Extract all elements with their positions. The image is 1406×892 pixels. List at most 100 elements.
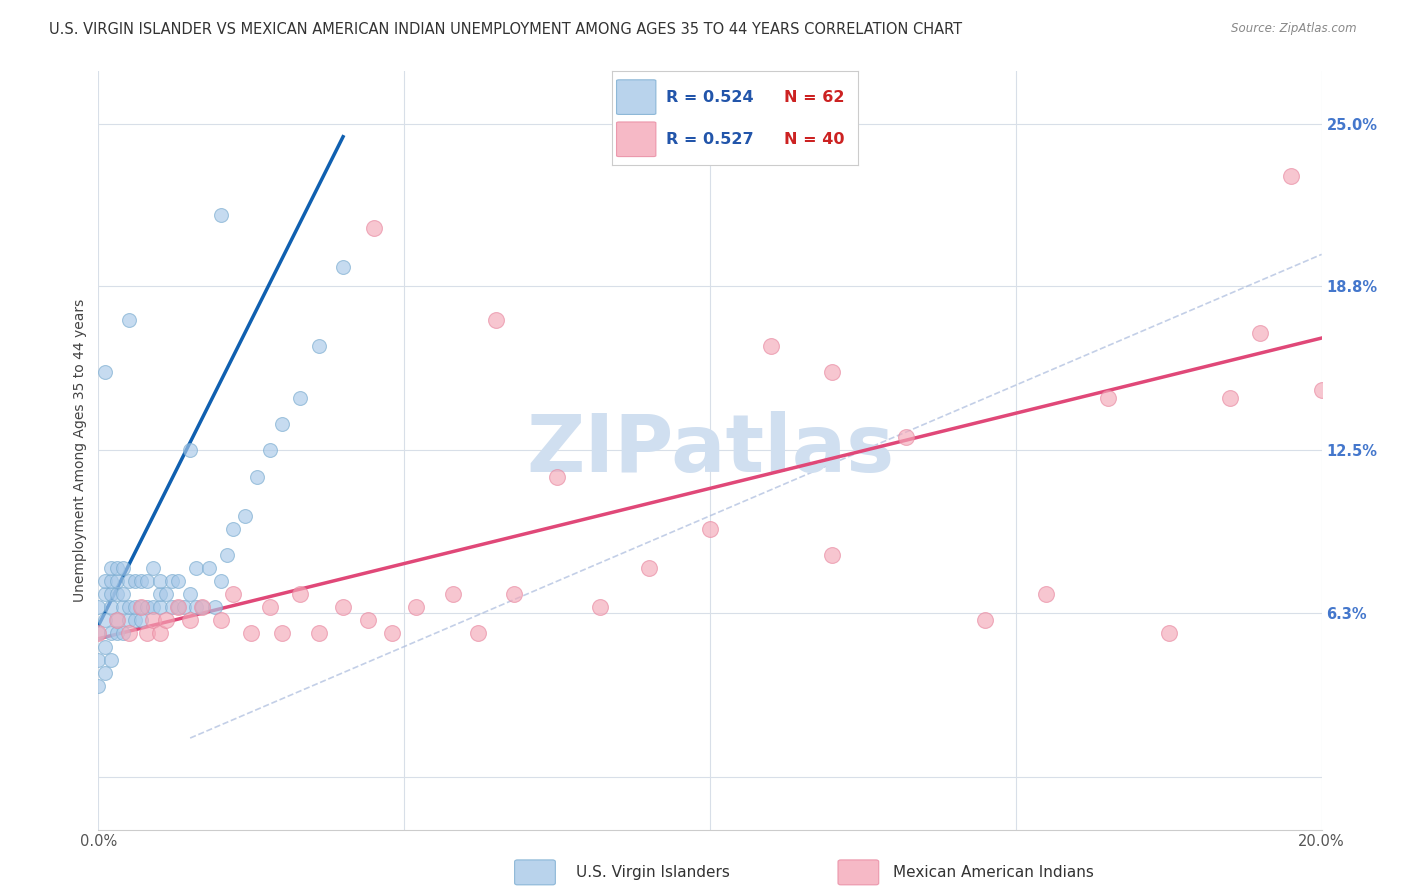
Point [270,417,292,432]
Point [105,614,128,628]
Point [240,626,263,640]
Point [118,574,141,589]
Point [270,626,292,640]
Point [93,365,115,379]
Point [160,574,183,589]
Point [1249,326,1271,340]
Point [142,614,165,628]
Point [100,561,122,575]
Point [332,600,354,615]
Point [209,574,232,589]
Point [124,600,146,615]
Point [222,522,245,536]
Point [111,626,134,640]
Point [87,626,110,640]
Point [259,443,281,458]
Point [100,587,122,601]
Point [222,587,245,601]
FancyBboxPatch shape [617,79,655,114]
Point [111,600,134,615]
Point [105,614,128,628]
Point [503,587,526,601]
Point [441,587,464,601]
Point [87,679,110,693]
Point [191,600,214,615]
Text: R = 0.527: R = 0.527 [666,132,754,147]
Point [759,339,782,353]
Point [179,443,201,458]
Point [290,391,312,405]
Point [93,640,115,654]
Point [129,574,152,589]
Point [160,600,183,615]
Point [111,561,134,575]
Point [179,587,201,601]
Point [142,561,165,575]
Point [93,665,115,680]
Text: U.S. Virgin Islanders: U.S. Virgin Islanders [576,865,730,880]
Point [105,574,128,589]
Point [356,614,378,628]
Text: N = 62: N = 62 [785,89,845,104]
Text: Source: ZipAtlas.com: Source: ZipAtlas.com [1232,22,1357,36]
Point [233,508,256,523]
Point [167,600,190,615]
Point [149,587,172,601]
Point [93,614,115,628]
Point [1035,587,1057,601]
Point [87,626,110,640]
Point [167,600,190,615]
Text: Mexican American Indians: Mexican American Indians [893,865,1094,880]
Point [204,600,226,615]
Point [87,652,110,666]
Point [246,469,269,483]
Point [179,614,201,628]
Point [118,626,141,640]
Point [149,574,172,589]
Point [105,626,128,640]
Text: ZIPatlas: ZIPatlas [526,411,894,490]
Point [155,614,177,628]
Point [1310,384,1333,398]
Point [699,522,721,536]
Point [87,600,110,615]
Text: N = 40: N = 40 [785,132,845,147]
Point [1279,169,1302,183]
Point [197,561,219,575]
Point [290,587,312,601]
Point [118,600,141,615]
Point [821,548,844,562]
Point [105,587,128,601]
Point [105,561,128,575]
Point [381,626,404,640]
Point [142,600,165,615]
FancyBboxPatch shape [617,122,655,157]
Text: R = 0.524: R = 0.524 [666,89,754,104]
Point [821,365,844,379]
Point [467,626,489,640]
Point [129,600,152,615]
Point [100,626,122,640]
Point [167,574,190,589]
Point [129,614,152,628]
Text: U.S. VIRGIN ISLANDER VS MEXICAN AMERICAN INDIAN UNEMPLOYMENT AMONG AGES 35 TO 44: U.S. VIRGIN ISLANDER VS MEXICAN AMERICAN… [49,22,962,37]
Point [129,600,152,615]
Point [124,614,146,628]
Point [1097,391,1119,405]
Point [111,587,134,601]
Point [118,312,141,326]
Point [209,208,232,222]
Point [405,600,427,615]
Point [149,626,172,640]
Point [1157,626,1180,640]
Point [485,312,508,326]
Point [173,600,195,615]
Point [100,600,122,615]
Point [894,430,917,444]
Point [124,574,146,589]
Point [209,614,232,628]
Point [93,587,115,601]
Point [191,600,214,615]
Point [546,469,568,483]
Point [100,652,122,666]
